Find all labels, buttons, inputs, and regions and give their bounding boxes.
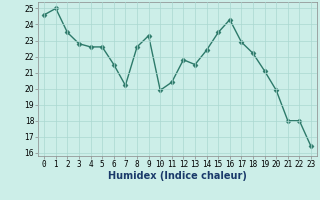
X-axis label: Humidex (Indice chaleur): Humidex (Indice chaleur) [108, 171, 247, 181]
